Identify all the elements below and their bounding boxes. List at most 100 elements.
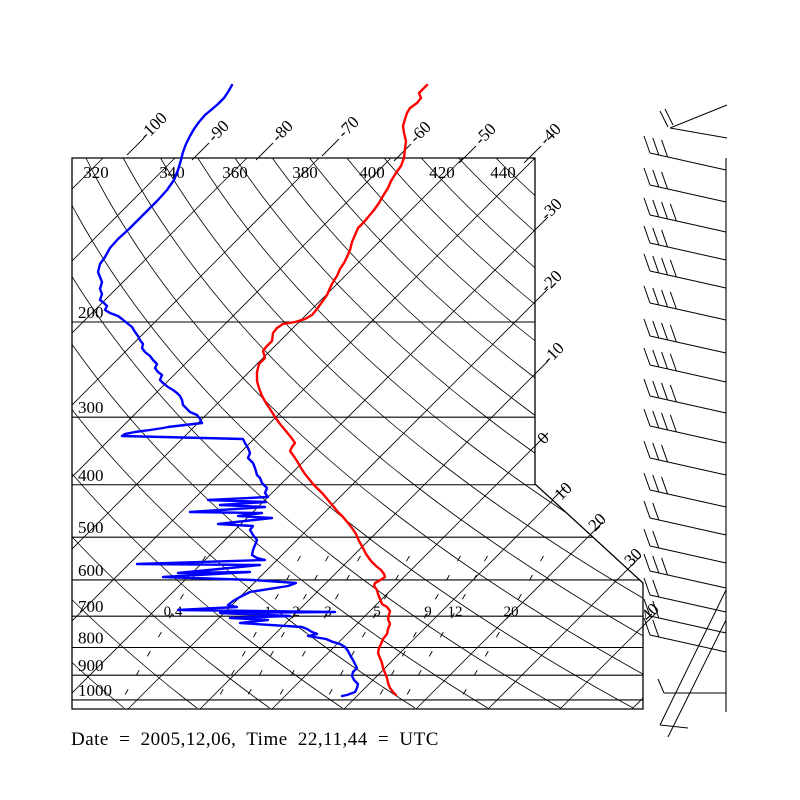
isotherm-line bbox=[559, 158, 643, 709]
wind-barb-shaft bbox=[649, 395, 727, 414]
theta-label: 320 bbox=[83, 163, 109, 182]
isotherm-label-right: 10 bbox=[550, 478, 575, 503]
isotherm-tick bbox=[589, 521, 604, 536]
wind-barb-shaft bbox=[649, 425, 727, 444]
isotherm-tick bbox=[534, 216, 549, 231]
theta-label: 420 bbox=[429, 163, 455, 182]
wind-barb-feather bbox=[661, 257, 669, 276]
mixing-ratio-line bbox=[271, 555, 361, 709]
isotherm-line bbox=[415, 158, 643, 709]
wind-barb-feather bbox=[652, 320, 660, 339]
dewpoint-curve bbox=[96, 83, 360, 698]
isotherm-tick bbox=[393, 143, 412, 162]
mixing-ratio-label: 0.4 bbox=[164, 604, 183, 620]
wind-barb-feather bbox=[643, 617, 651, 636]
isotherm-tick bbox=[523, 145, 542, 164]
isotherm-tick bbox=[534, 288, 549, 303]
isotherm-line bbox=[72, 158, 248, 709]
wind-barb-shaft bbox=[649, 214, 727, 233]
isotherm-line bbox=[72, 158, 392, 709]
isotherm-label-top: -50 bbox=[470, 119, 499, 148]
wind-barb-feather bbox=[652, 169, 660, 188]
wind-barb-feather bbox=[669, 259, 677, 278]
mixing-ratio-line bbox=[320, 555, 410, 709]
isotherm-label-right: 40 bbox=[637, 599, 662, 624]
theta-label: 340 bbox=[159, 163, 185, 182]
pressure-label: 200 bbox=[78, 303, 104, 322]
wind-barb-feather bbox=[643, 253, 651, 272]
wind-barb-feather bbox=[669, 384, 677, 403]
mixing-ratio-line bbox=[239, 555, 329, 709]
wind-barb-shaft bbox=[649, 517, 727, 536]
dry-adiabat-line bbox=[458, 158, 643, 709]
dry-adiabat-line bbox=[72, 158, 488, 709]
wind-barb-feather bbox=[661, 382, 669, 401]
isotherm-label-right: 20 bbox=[584, 509, 609, 534]
wind-barb-feather bbox=[652, 579, 660, 598]
isotherm-tick bbox=[551, 486, 566, 501]
isotherm-label-top: -40 bbox=[535, 119, 564, 148]
wind-barb-feather bbox=[652, 442, 660, 461]
wind-barb-feather bbox=[661, 444, 669, 463]
wind-barb-feather bbox=[652, 349, 660, 368]
wind-barb-feather bbox=[661, 229, 669, 248]
wind-barb-feather bbox=[661, 351, 669, 370]
wind-barb-feather bbox=[652, 255, 660, 274]
wind-barb-shaft bbox=[649, 242, 727, 261]
wind-barb-segment bbox=[669, 104, 728, 129]
wind-barb-feather bbox=[643, 553, 651, 572]
wind-barb-shaft bbox=[649, 335, 727, 354]
wind-barb-feather bbox=[661, 139, 669, 158]
mixing-ratio-line bbox=[398, 555, 488, 709]
plot-frame bbox=[71, 157, 644, 710]
isotherm-label-right: -30 bbox=[536, 194, 565, 223]
wind-barb-feather bbox=[643, 135, 651, 154]
wind-barb-shaft bbox=[649, 457, 727, 476]
dry-adiabat-line bbox=[346, 158, 643, 709]
wind-barb-feather bbox=[652, 380, 660, 399]
dry-adiabat-line bbox=[72, 158, 125, 709]
wind-barb-shaft bbox=[649, 489, 727, 508]
isotherm-label-right: -10 bbox=[538, 338, 567, 367]
wind-barb-feather bbox=[669, 324, 677, 343]
isotherm-tick bbox=[191, 142, 210, 161]
wind-barb-segment bbox=[659, 589, 727, 726]
wind-barb-feather bbox=[652, 600, 660, 619]
wind-barb-shaft bbox=[649, 615, 727, 634]
isotherm-line bbox=[0, 158, 31, 709]
isotherm-line bbox=[127, 158, 643, 709]
wind-barb-segment bbox=[659, 110, 669, 128]
wind-barb-feather bbox=[643, 500, 651, 519]
wind-barb-shaft bbox=[649, 545, 727, 564]
wind-barb-segment bbox=[664, 108, 674, 126]
theta-label: 360 bbox=[222, 163, 248, 182]
wind-barb-feather bbox=[652, 502, 660, 521]
isotherm-line bbox=[343, 158, 643, 709]
isotherm-label-top: -70 bbox=[333, 112, 362, 141]
theta-label: 380 bbox=[292, 163, 318, 182]
wind-barb-feather bbox=[661, 476, 669, 495]
wind-barb-feather bbox=[643, 167, 651, 186]
dry-adiabat-line bbox=[532, 158, 643, 709]
wind-barb-segment bbox=[669, 127, 728, 139]
isotherm-line bbox=[72, 158, 320, 709]
theta-label: 440 bbox=[490, 163, 516, 182]
pressure-label: 1000 bbox=[78, 681, 112, 700]
isotherm-label-top: -100 bbox=[135, 108, 170, 143]
wind-barb-feather bbox=[652, 530, 660, 549]
mixing-ratio-line bbox=[454, 555, 544, 709]
isotherm-line bbox=[72, 158, 104, 709]
isotherm-tick bbox=[642, 612, 657, 627]
wind-barb-feather bbox=[652, 227, 660, 246]
wind-barb-feather bbox=[669, 291, 677, 310]
dry-adiabat-line bbox=[383, 158, 643, 709]
isotherm-label-top: -60 bbox=[405, 117, 434, 146]
wind-barb-feather bbox=[669, 414, 677, 433]
isotherm-tick bbox=[126, 137, 145, 156]
wind-barb-feather bbox=[652, 410, 660, 429]
wind-barb-feather bbox=[643, 598, 651, 617]
isotherm-tick bbox=[534, 432, 549, 447]
grid-layer bbox=[0, 158, 643, 709]
isotherm-tick bbox=[627, 555, 642, 570]
pressure-label: 300 bbox=[78, 398, 104, 417]
